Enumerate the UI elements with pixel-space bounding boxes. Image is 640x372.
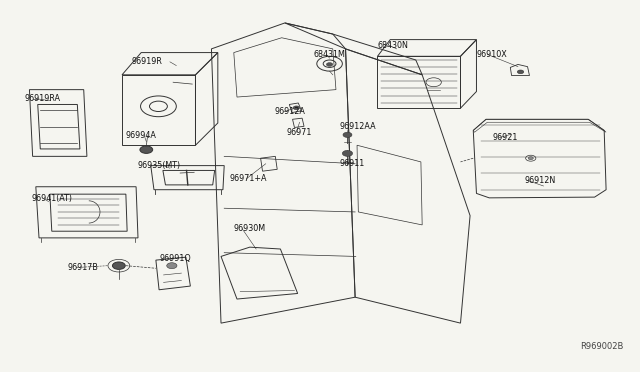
Circle shape bbox=[342, 150, 353, 156]
Text: 96941(AT): 96941(AT) bbox=[31, 195, 72, 203]
Circle shape bbox=[517, 70, 524, 74]
Circle shape bbox=[528, 157, 533, 160]
Text: 96994A: 96994A bbox=[125, 131, 156, 141]
Circle shape bbox=[293, 106, 300, 110]
Text: 96910X: 96910X bbox=[476, 50, 508, 59]
Text: 96912N: 96912N bbox=[524, 176, 556, 185]
Text: 96971: 96971 bbox=[287, 128, 312, 137]
Text: 96912A: 96912A bbox=[274, 108, 305, 116]
Text: 96912AA: 96912AA bbox=[339, 122, 376, 131]
Circle shape bbox=[167, 263, 177, 269]
Text: 96930M: 96930M bbox=[234, 224, 266, 233]
Circle shape bbox=[343, 132, 352, 137]
Text: 96991Q: 96991Q bbox=[159, 254, 191, 263]
Circle shape bbox=[113, 262, 125, 269]
Text: 68430N: 68430N bbox=[378, 41, 408, 50]
Text: 96935(MT): 96935(MT) bbox=[138, 161, 181, 170]
Text: 68431M: 68431M bbox=[314, 50, 346, 59]
Text: R969002B: R969002B bbox=[580, 342, 623, 351]
Text: 96911: 96911 bbox=[339, 159, 364, 168]
Circle shape bbox=[326, 62, 333, 66]
Text: 96921: 96921 bbox=[492, 133, 518, 142]
Text: 96919R: 96919R bbox=[132, 57, 163, 66]
Text: 96917B: 96917B bbox=[68, 263, 99, 272]
Text: 96971+A: 96971+A bbox=[229, 174, 267, 183]
Circle shape bbox=[140, 146, 153, 153]
Text: 96919RA: 96919RA bbox=[25, 94, 61, 103]
